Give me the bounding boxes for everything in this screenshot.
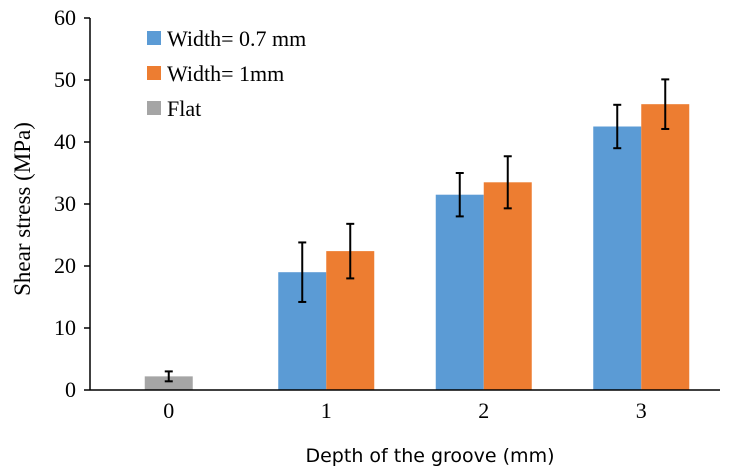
y-tick-label: 60 — [54, 5, 76, 30]
x-axis-ticks: 0 1 2 3 — [163, 398, 647, 423]
x-axis-label: Depth of the groove (mm) — [305, 445, 554, 467]
bar — [483, 182, 532, 390]
y-tick-label: 20 — [54, 253, 76, 278]
error-bars-layer — [164, 78, 670, 383]
x-tick-label: 0 — [163, 398, 174, 423]
bars-layer — [144, 104, 690, 391]
bar — [641, 104, 690, 391]
y-tick-label: 50 — [54, 67, 76, 92]
y-axis-ticks: 0 10 20 30 40 50 60 — [54, 5, 90, 402]
bar — [435, 194, 484, 390]
x-tick-label: 3 — [636, 398, 647, 423]
y-tick-label: 30 — [54, 191, 76, 216]
legend-label: Flat — [167, 96, 201, 121]
bar — [144, 376, 193, 390]
y-axis-label: Shear stress (MPa) — [10, 122, 35, 296]
legend-swatch — [147, 66, 161, 80]
legend-label: Width= 0.7 mm — [167, 26, 306, 51]
legend-swatch — [147, 31, 161, 45]
x-tick-label: 2 — [478, 398, 489, 423]
y-tick-label: 0 — [65, 377, 76, 402]
legend: Width= 0.7 mm Width= 1mm Flat — [147, 26, 306, 121]
y-tick-label: 10 — [54, 315, 76, 340]
legend-swatch — [147, 101, 161, 115]
x-tick-label: 1 — [321, 398, 332, 423]
y-tick-label: 40 — [54, 129, 76, 154]
bar — [593, 126, 642, 390]
legend-label: Width= 1mm — [167, 61, 284, 86]
